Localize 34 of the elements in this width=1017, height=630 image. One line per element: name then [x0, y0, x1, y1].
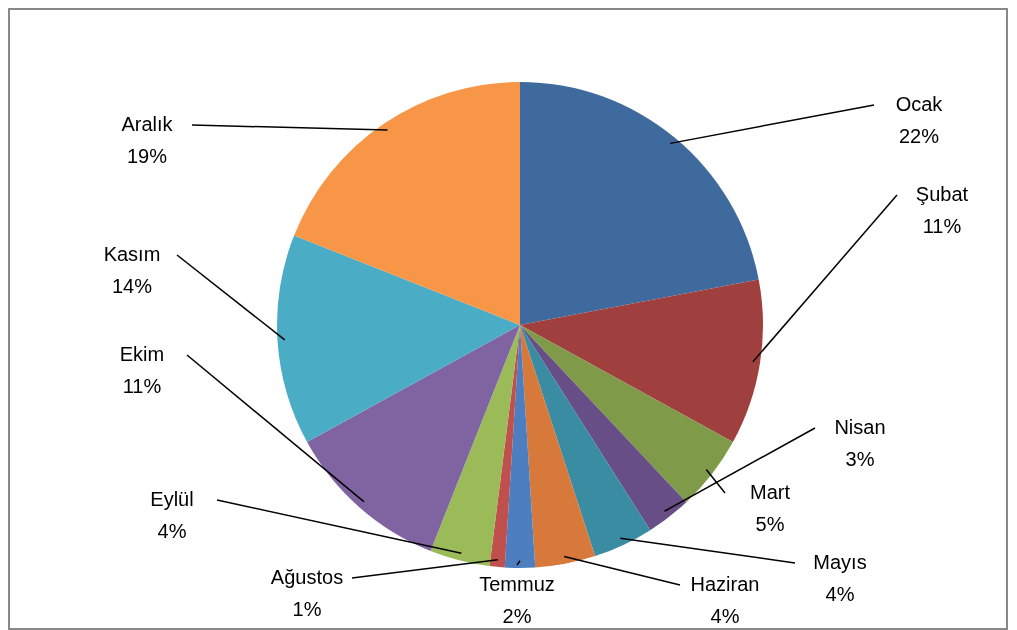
- slice-label: Ocak: [895, 93, 944, 115]
- pie-slice: [430, 325, 520, 567]
- pie-slice: [520, 82, 759, 325]
- data-label: 3%: [845, 448, 875, 470]
- pie-slice: [277, 235, 520, 443]
- data-label: 4%: [825, 583, 855, 605]
- data-label: 4%: [710, 605, 740, 627]
- data-label: 22%: [898, 125, 940, 147]
- slice-label: Aralık: [121, 113, 174, 135]
- slice-label: Mayıs: [813, 551, 867, 573]
- slice-label: Temmuz: [479, 573, 555, 595]
- slice-label: Ekim: [119, 343, 165, 365]
- slice-label: Haziran: [690, 573, 760, 595]
- data-label: 11%: [122, 375, 162, 397]
- pie-slice: [294, 82, 520, 325]
- pie-slice: [520, 279, 763, 443]
- slice-label: Mart: [750, 481, 791, 503]
- data-label: 11%: [922, 215, 962, 237]
- slice-label: Eylül: [150, 488, 194, 510]
- pie-slice: [520, 325, 596, 568]
- slice-label: Kasım: [103, 243, 161, 265]
- pie-slice: [520, 325, 651, 557]
- pie-slice: [520, 325, 733, 503]
- data-label: 5%: [755, 513, 785, 535]
- slice-label: Şubat: [915, 183, 969, 205]
- slice-label: Ağustos: [270, 566, 344, 588]
- data-label: 2%: [502, 605, 532, 627]
- data-label: 19%: [126, 145, 168, 167]
- pie-slice: [307, 325, 520, 551]
- data-label: 14%: [111, 275, 153, 297]
- pie-slice: [520, 325, 687, 531]
- slice-label: Nisan: [834, 416, 886, 438]
- data-label: 1%: [292, 598, 322, 620]
- data-label: 4%: [157, 520, 187, 542]
